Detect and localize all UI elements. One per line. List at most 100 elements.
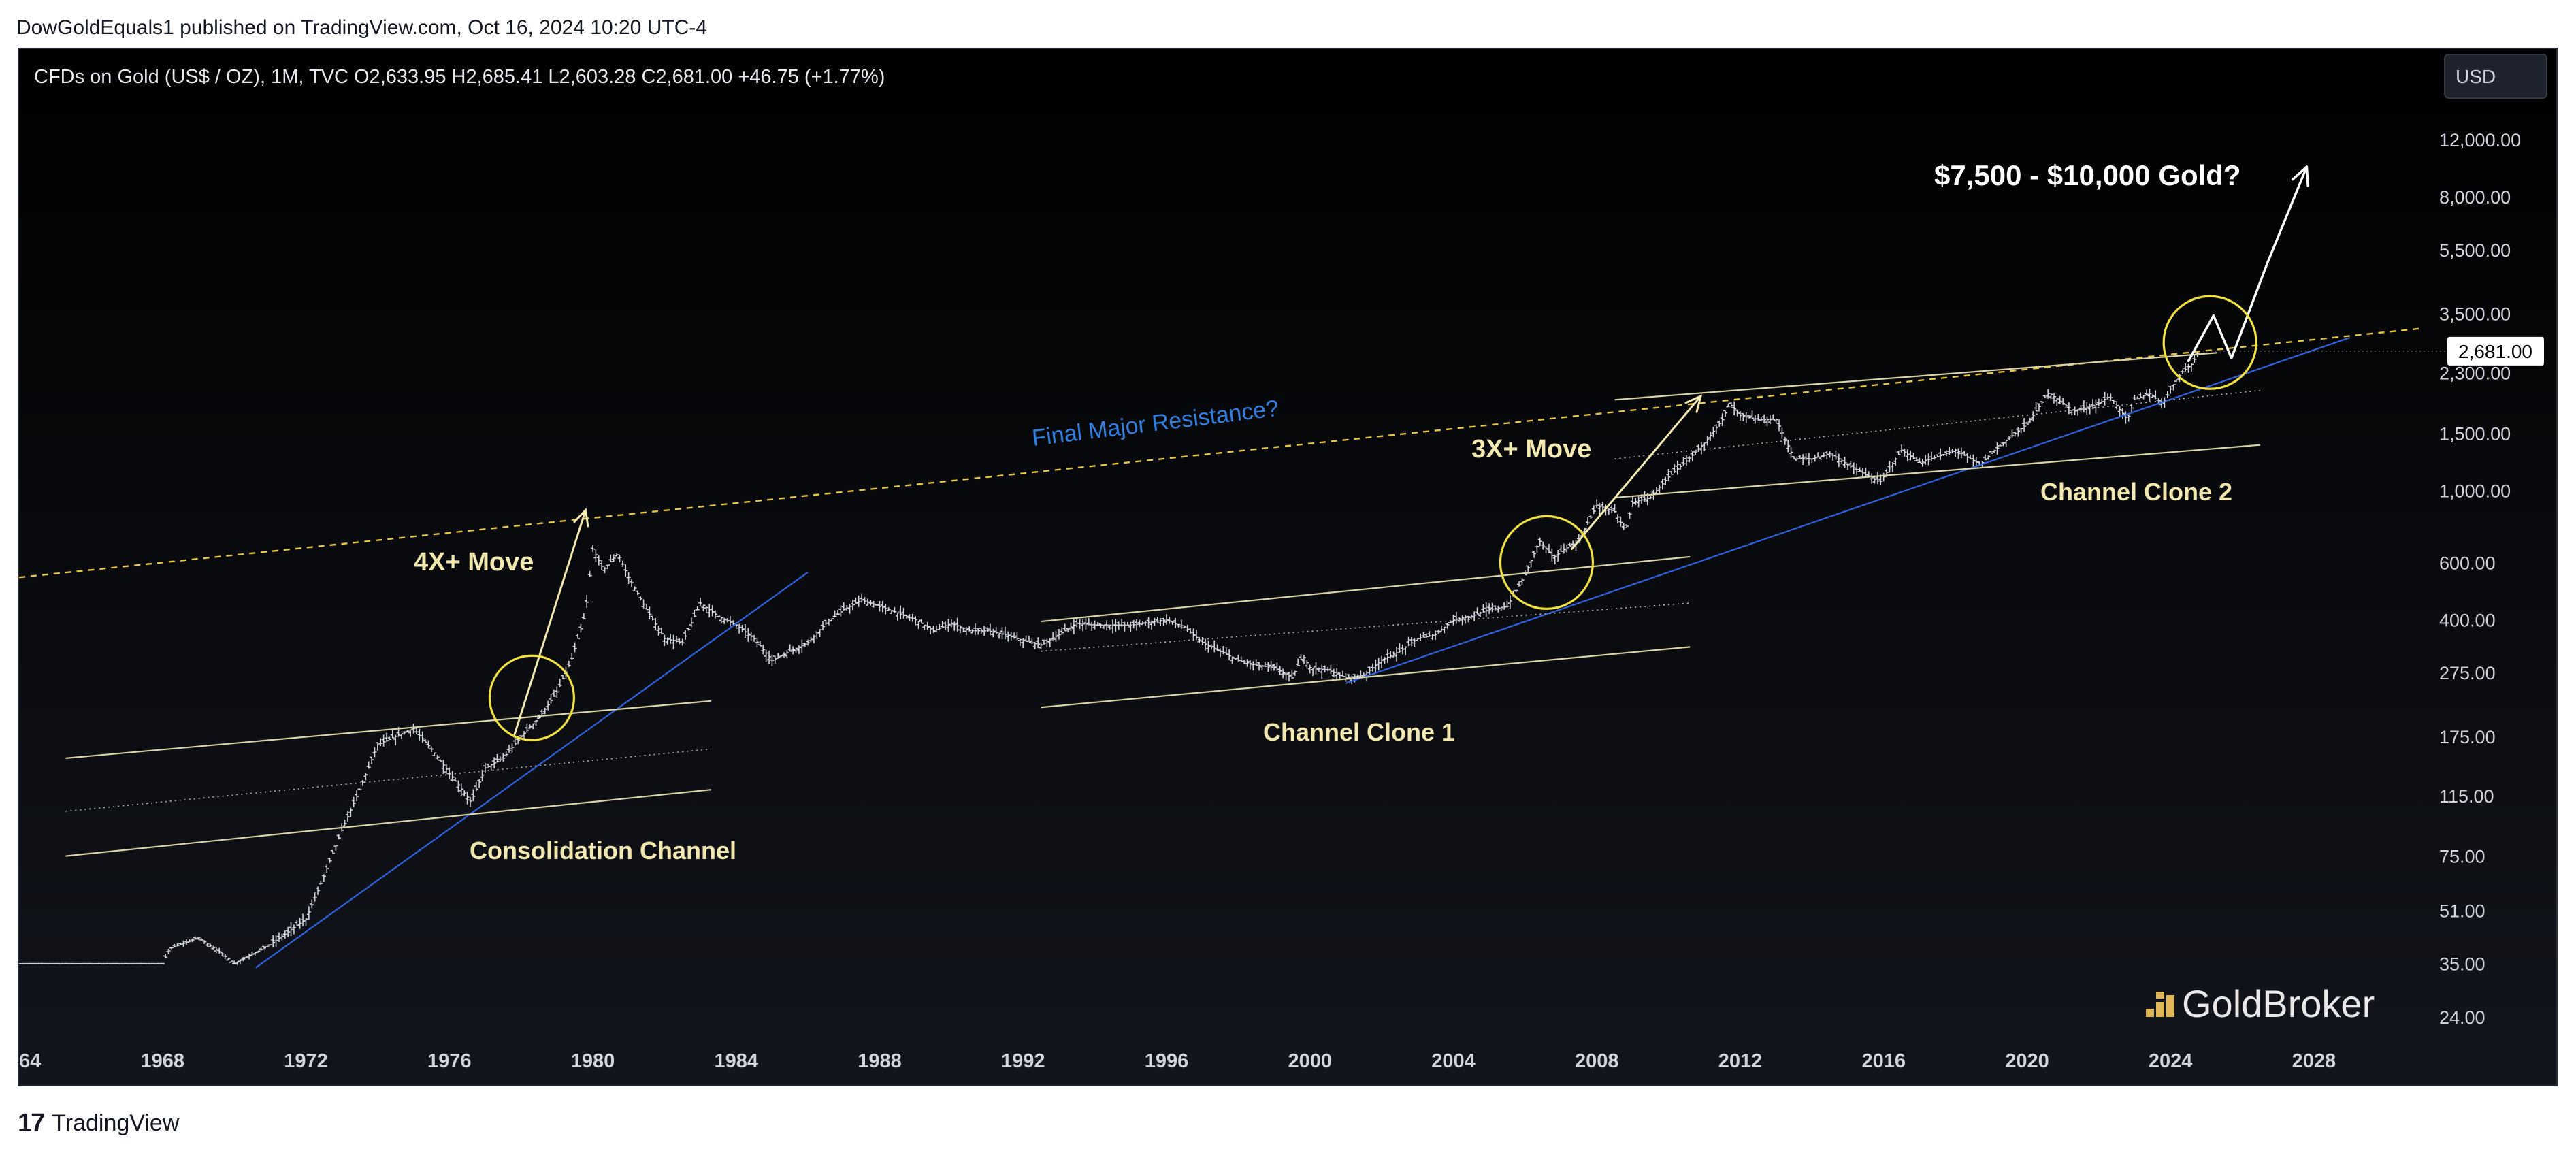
ohlc-bar	[1331, 668, 1336, 677]
y-tick-label: 8,000.00	[2439, 187, 2511, 208]
ohlc-bar	[853, 597, 858, 604]
ohlc-bar	[1015, 631, 1020, 641]
ohlc-bar	[593, 549, 598, 562]
ohlc-bar	[776, 653, 781, 659]
ohlc-bar	[274, 935, 278, 947]
ohlc-bar	[1454, 611, 1458, 624]
ohlc-bar	[1546, 544, 1551, 553]
ohlc-bar	[1296, 658, 1301, 666]
ohlc-bar	[551, 690, 556, 697]
ohlc-bar	[393, 734, 398, 745]
ohlc-bar	[241, 957, 246, 962]
ohlc-bar	[1926, 453, 1931, 466]
currency-button[interactable]: USD	[2444, 54, 2547, 99]
ohlc-bar	[802, 643, 807, 647]
ohlc-bar	[1188, 628, 1193, 634]
ohlc-bar	[860, 593, 864, 603]
ohlc-bar	[680, 638, 685, 646]
ohlc-bar	[1956, 448, 1961, 459]
ohlc-bar	[740, 624, 745, 632]
ohlc-bar	[587, 570, 592, 577]
ohlc-bar	[570, 653, 574, 660]
ohlc-bar	[796, 645, 801, 655]
ohlc-bar	[1475, 607, 1480, 615]
ohlc-bar	[208, 943, 212, 947]
ohlc-bar	[800, 639, 804, 653]
ohlc-bar	[297, 918, 302, 929]
ohlc-bar	[256, 950, 261, 953]
ohlc-bar	[1941, 453, 1946, 456]
ohlc-bar	[429, 746, 434, 753]
ohlc-bar	[519, 734, 523, 738]
ohlc-bar	[1105, 620, 1109, 631]
ohlc-bar	[1750, 410, 1755, 419]
ohlc-bar	[1161, 617, 1166, 626]
ohlc-bar	[1350, 675, 1354, 685]
ohlc-bar	[1077, 619, 1082, 630]
gold-price-chart[interactable]: 12,000.00 8,000.00 5,500.00 3,500.00 2,300.0…	[19, 49, 2559, 1088]
ohlc-bar	[578, 623, 583, 633]
ohlc-bar	[1595, 499, 1599, 508]
ohlc-bar	[997, 632, 1002, 639]
ohlc-bar	[1612, 504, 1617, 513]
ohlc-bar	[838, 604, 843, 617]
ohlc-bar	[291, 924, 296, 935]
resistance-line	[19, 327, 2422, 579]
ohlc-bar	[2147, 388, 2152, 402]
ohlc-bar	[665, 637, 670, 645]
ohlc-bar	[1556, 549, 1561, 562]
currency-button-label: USD	[2456, 66, 2496, 87]
ohlc-bar	[1135, 619, 1139, 631]
ohlc-bar	[2025, 421, 2029, 425]
ohlc-bar	[1173, 617, 1178, 628]
ohlc-bar	[1917, 457, 1922, 464]
ohlc-bar	[647, 606, 652, 619]
ohlc-bar	[850, 599, 855, 611]
ohlc-bar	[1711, 427, 1716, 438]
ohlc-bar	[1541, 541, 1546, 550]
ohlc-bar	[1320, 664, 1324, 679]
ohlc-bar	[1699, 442, 1703, 455]
ohlc-bar	[1239, 656, 1243, 662]
ohlc-bar	[871, 601, 876, 608]
ohlc-bar	[262, 945, 267, 950]
ohlc-bar	[1191, 628, 1196, 641]
x-tick-label: 1980	[571, 1050, 615, 1072]
x-tick-label: 2028	[2292, 1050, 2336, 1072]
ohlc-bar	[928, 626, 933, 634]
ohlc-bar	[1284, 672, 1288, 681]
ohlc-bar	[940, 621, 945, 628]
ohlc-bar	[1678, 464, 1683, 470]
ohlc-bar	[1902, 449, 1907, 457]
chart-panel[interactable]: 12,000.00 8,000.00 5,500.00 3,500.00 2,300.0…	[18, 48, 2558, 1086]
ohlc-bar	[2145, 389, 2149, 395]
ohlc-bar	[1767, 415, 1772, 425]
ohlc-bar	[196, 937, 201, 940]
x-tick-label: 1996	[1145, 1050, 1189, 1072]
ohlc-bar	[985, 627, 990, 632]
ohlc-bar	[1729, 402, 1733, 408]
ohlc-bar	[2102, 391, 2107, 406]
ohlc-bar	[306, 906, 311, 920]
four-x-move-arrow	[512, 508, 589, 738]
ohlc-bar	[414, 727, 419, 735]
x-tick-label: 2004	[1431, 1050, 1476, 1072]
ohlc-bar	[2135, 396, 2140, 400]
ohlc-bar	[1836, 453, 1841, 468]
ohlc-bar	[1986, 455, 1991, 460]
ohlc-bar	[615, 553, 619, 557]
y-tick-label: 175.00	[2439, 727, 2496, 747]
ohlc-bar	[453, 777, 458, 782]
ohlc-bar	[1630, 496, 1635, 508]
ohlc-bar	[1962, 451, 1967, 456]
ohlc-bar	[1245, 659, 1250, 667]
ohlc-bar	[934, 625, 939, 632]
ohlc-bar	[611, 554, 616, 562]
ohlc-bar	[319, 881, 323, 886]
clone2-channel-top	[1614, 352, 2217, 401]
ohlc-bar	[1397, 643, 1402, 653]
ohlc-bar	[1098, 623, 1103, 628]
ohlc-bar	[1857, 467, 1862, 472]
ohlc-bar	[1505, 600, 1510, 608]
trendline-1970s	[255, 571, 809, 969]
